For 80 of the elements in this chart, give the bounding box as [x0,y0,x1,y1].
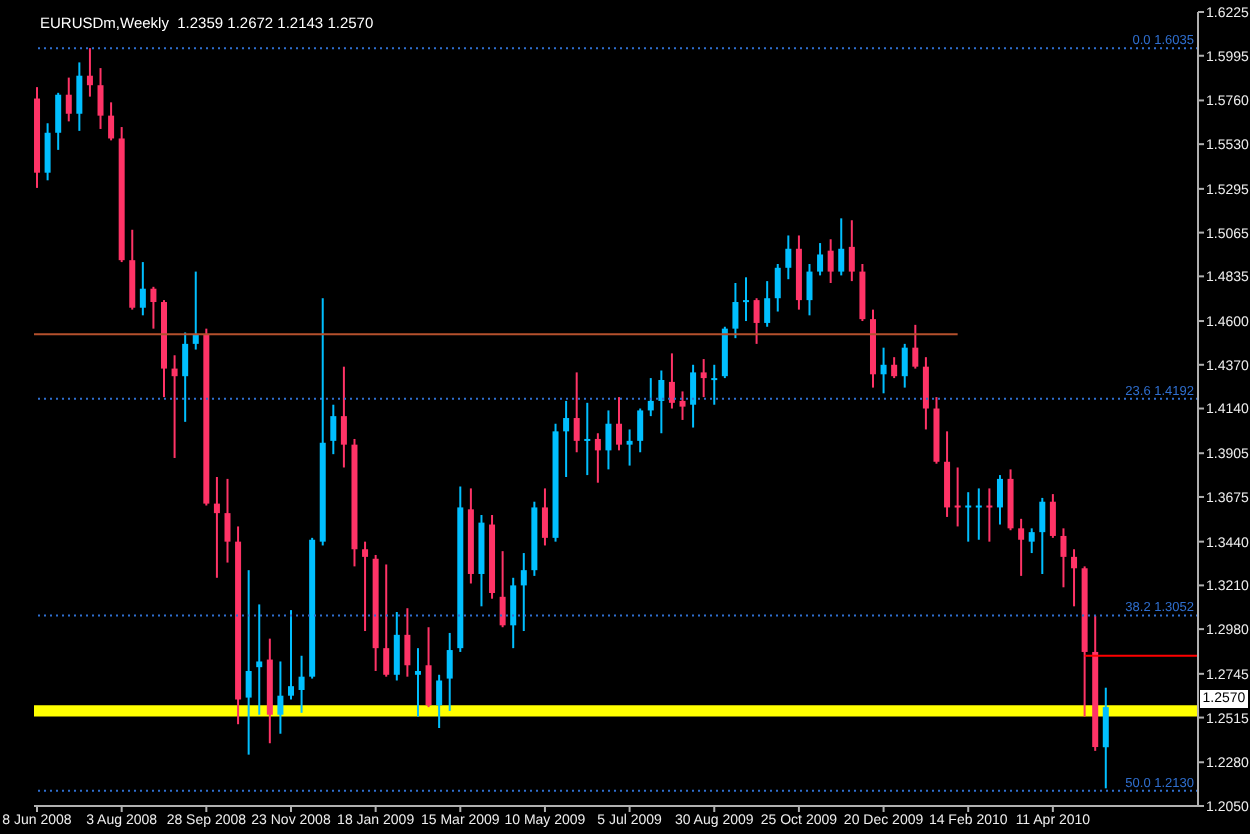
candlestick [753,297,760,345]
candlestick [986,487,993,543]
candlestick [848,219,855,283]
candlestick [499,550,506,629]
candlestick [774,262,781,313]
candlestick [912,323,919,370]
candlestick [668,352,675,410]
candlestick [330,403,337,456]
candlestick [256,603,263,716]
candlestick [520,552,527,633]
candlestick [1028,527,1035,555]
candlestick [901,342,908,389]
candlestick [362,540,369,633]
candlestick [616,396,623,452]
candlestick [97,67,104,130]
candlestick [690,363,697,429]
candlestick [827,238,834,285]
candlestick [563,399,570,478]
candlestick [637,407,644,454]
candlestick [129,228,136,311]
candlestick [213,475,220,579]
candlestick [626,428,633,467]
candlestick [732,282,739,340]
candlestick [287,609,294,701]
candlestick [965,491,972,543]
candlestick [150,285,157,330]
candlestick [1102,686,1109,790]
candlestick [922,356,929,431]
candlestick [1039,496,1046,575]
candlestick [975,487,982,541]
candlestick [224,477,231,564]
candlestick [1071,548,1078,608]
candlestick [700,358,707,399]
candlestick [245,569,252,756]
candlestick [404,607,411,678]
candlestick [605,409,612,471]
candlestick [859,262,866,323]
candlestick [192,270,199,351]
candlestick [647,377,654,418]
candlestick [944,430,951,518]
candlestick [171,354,178,459]
candlestick [584,401,591,477]
candlestick [573,371,580,454]
candlestick [65,76,72,123]
candlestick [996,474,1003,526]
candlestick [108,101,115,142]
candlestick [425,626,432,709]
candlestick [817,242,824,277]
candlestick [1049,493,1056,539]
candlestick [393,611,400,682]
candlestick [414,647,421,718]
candlestick [679,390,686,421]
candlestick [658,369,665,435]
candlestick [954,466,961,528]
candlestick [880,346,887,395]
candlestick [1060,527,1067,589]
candlestick [891,356,898,380]
candlestick [785,234,792,281]
candlestick [182,331,189,423]
candlestick [838,217,845,277]
candlestick [721,325,728,380]
candlestick [277,660,284,735]
candlestick [711,363,718,406]
candlestick [541,487,548,547]
candlestick [446,631,453,712]
candlestick [764,280,771,328]
candlestick [340,365,347,469]
candlestick [76,61,83,132]
candlestick [383,563,390,678]
candlestick [55,91,62,151]
candlestick [806,262,813,317]
candlestick [1018,517,1025,577]
candlestick [86,47,93,98]
candlestick [436,673,443,730]
candlestick [743,276,750,323]
candlestick [298,654,305,714]
candlestick [139,261,146,317]
candlestick [510,576,517,650]
candlestick [44,122,51,182]
candlestick [594,432,601,484]
